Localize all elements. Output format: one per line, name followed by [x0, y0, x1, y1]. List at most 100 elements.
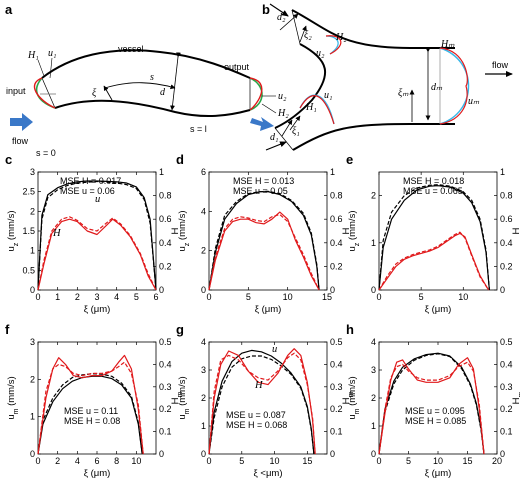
- label-dm: dₘ: [431, 82, 443, 93]
- series-u-solid: [208, 191, 320, 291]
- x-tick-label: 0: [35, 292, 40, 302]
- h1-leader: [37, 59, 45, 77]
- y-right-axis-label: Hm: [170, 391, 184, 404]
- h1-profile: [299, 95, 335, 125]
- x-tick-label: 15: [462, 456, 472, 466]
- vessel-wall-top: [41, 49, 251, 79]
- x-tick-label: 0: [206, 292, 211, 302]
- x-axis-label: ξ (μm): [84, 468, 111, 479]
- label-flow-b: flow: [492, 60, 509, 70]
- branch1-section: [274, 127, 294, 151]
- series-H-solid: [208, 211, 320, 291]
- y-right-tick-label: 0.2: [159, 404, 172, 414]
- y-right-tick-label: 1: [330, 167, 335, 177]
- input-hematocrit-profile: [33, 77, 56, 109]
- y-right-tick-label: 0.6: [500, 214, 513, 224]
- y-left-axis-label: uz (mm/s): [177, 211, 191, 252]
- series-u-solid: [378, 185, 490, 291]
- label-u1: u₁: [48, 48, 56, 59]
- label-u2: u₂: [278, 91, 287, 102]
- series-H-solid: [378, 232, 490, 291]
- y-left-tick-label: 0: [30, 449, 35, 459]
- y-left-axis-label: uz (mm/s): [347, 211, 361, 252]
- curve-label-u: u: [272, 344, 277, 355]
- y-left-tick-label: 2: [30, 374, 35, 384]
- label-um: uₘ: [468, 96, 480, 107]
- inlet-section: [41, 77, 56, 109]
- y-left-tick-label: 3: [201, 365, 206, 375]
- x-axis-label: ξ <μm): [254, 468, 283, 479]
- y-left-tick-label: 0: [371, 285, 376, 295]
- x-tick-label: 20: [492, 456, 502, 466]
- diameter-arrow: [170, 52, 181, 111]
- x-tick-label: 2: [55, 456, 60, 466]
- y-right-tick-label: 0: [500, 449, 505, 459]
- curve-label-h: H: [254, 380, 264, 391]
- d2-arrow: [279, 13, 299, 31]
- y-right-tick-label: 0.8: [330, 191, 343, 201]
- x-tick-label: 5: [246, 292, 251, 302]
- y-right-tick-label: 0.5: [330, 337, 343, 347]
- label-d2: d₂: [277, 12, 286, 23]
- chart-f: 0 2 4 6 8 10 0 1 2 3 0 0.1 0.2 0.3 0.4 0.5 ξ (μm) um (mm/…: [6, 337, 184, 479]
- x-tick-label: 1: [55, 292, 60, 302]
- mse-annotation: MSE u = 0.05: [233, 186, 288, 196]
- outflow-arrow: [250, 117, 274, 131]
- um-profile: [439, 47, 470, 125]
- mse-annotation: MSE u = 0.087: [226, 410, 286, 420]
- x-tick-label: 6: [153, 292, 158, 302]
- x-tick-label: 15: [302, 456, 312, 466]
- y-right-tick-label: 0.1: [159, 427, 172, 437]
- x-axis-label: ξ (μm): [84, 304, 111, 315]
- y-left-tick-label: 1: [30, 246, 35, 256]
- series-u-dashed: [378, 353, 485, 455]
- panel-g: g 0 5 10 15 0 1 2 3 4 0 0.1 0.2 0.3 0.4 0.5 ξ <μm) um (m…: [176, 322, 355, 479]
- mse-annotation: MSE H = 0.017: [60, 176, 121, 186]
- y-left-tick-label: 1: [371, 421, 376, 431]
- y-right-tick-label: 0.3: [330, 382, 343, 392]
- x-tick-label: 10: [283, 292, 293, 302]
- y-left-tick-label: 2: [30, 206, 35, 216]
- y-left-tick-label: 2: [201, 393, 206, 403]
- y-right-tick-label: 0.3: [159, 382, 172, 392]
- x-tick-label: 5: [134, 292, 139, 302]
- panel-e: e 0 5 10 0 1 2 0 0.2 0.4 0.6 0.8 1 ξ (μm) uz (mm/s) H M…: [346, 152, 520, 315]
- y-right-tick-label: 0.1: [500, 427, 513, 437]
- branch2-section: [291, 9, 301, 45]
- y-left-tick-label: 2: [201, 246, 206, 256]
- inflow2-arrow: [269, 3, 289, 17]
- x-tick-label: 10: [131, 456, 141, 466]
- y-left-axis-label: um (mm/s): [177, 376, 191, 419]
- y-left-axis-label: um (mm/s): [6, 376, 20, 419]
- d1-arrow: [281, 119, 293, 137]
- h2-profile: [325, 35, 342, 55]
- series-H-dashed: [378, 231, 490, 291]
- x-tick-label: 0: [376, 292, 381, 302]
- label-d: d: [160, 87, 166, 98]
- y-left-tick-label: 2: [371, 393, 376, 403]
- x-tick-label: 0: [206, 456, 211, 466]
- y-left-tick-label: 0: [371, 449, 376, 459]
- mse-annotation: MSE u = 0.06: [60, 186, 115, 196]
- y-left-tick-label: 3: [30, 337, 35, 347]
- panel-f: f 0 2 4 6 8 10 0 1 2 3 0 0.1 0.2 0.3 0.4 0.5 ξ (μm) um (m…: [5, 322, 184, 479]
- x-tick-label: 8: [114, 456, 119, 466]
- label-input: input: [6, 86, 26, 96]
- y-right-tick-label: 0.4: [500, 359, 513, 369]
- y-right-tick-label: 0.1: [330, 427, 343, 437]
- y-right-tick-label: 0.4: [330, 359, 343, 369]
- label-H1-b: H₁: [305, 102, 317, 113]
- x-tick-label: 3: [94, 292, 99, 302]
- panel-label-h: h: [346, 322, 354, 337]
- x-tick-label: 4: [114, 292, 119, 302]
- y-right-tick-label: 0: [330, 449, 335, 459]
- y-left-axis-label: um (mm/s): [347, 376, 361, 419]
- y-left-tick-label: 0: [201, 449, 206, 459]
- output-hematocrit-profile: [249, 77, 263, 111]
